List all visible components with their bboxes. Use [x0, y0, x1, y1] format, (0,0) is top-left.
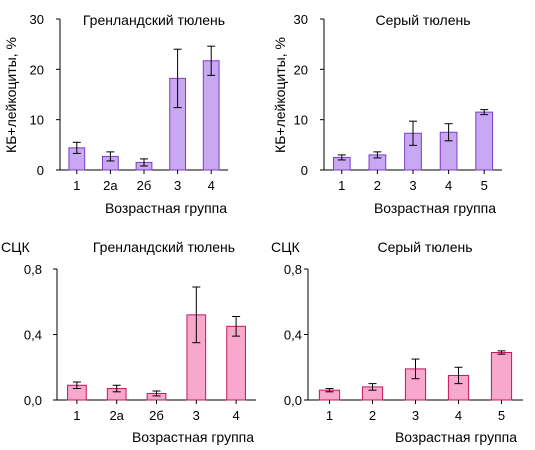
x-tick-label: 1 — [326, 408, 333, 423]
x-tick-label: 4 — [208, 178, 215, 193]
y-axis-label: СЦК — [271, 239, 300, 255]
x-tick-label: 2б — [137, 178, 152, 193]
chart-title: Серый тюлень — [377, 239, 472, 255]
chart-panel-1: 0 10 20 30 1 2а 2б 3 4 Гренландский тюлень Возраст… — [3, 12, 228, 216]
x-axis-label: Возрастная группа — [395, 429, 517, 445]
x-tick-label: 1 — [73, 178, 80, 193]
x-tick-label: 3 — [193, 408, 200, 423]
y-tick-label: 0 — [301, 163, 308, 178]
x-tick-label: 1 — [338, 178, 345, 193]
bar — [475, 111, 494, 171]
x-tick-label: 3 — [412, 408, 419, 423]
x-tick-label: 2 — [374, 178, 381, 193]
bar — [490, 352, 513, 401]
chart-panel-4: 0,0 0,4 0,8 1 2 3 4 5 Серый тюлень Возрастная гру… — [271, 239, 523, 445]
x-tick-label: 4 — [455, 408, 462, 423]
y-tick-label: 0,0 — [24, 393, 42, 408]
x-tick-label: 4 — [445, 178, 452, 193]
y-tick-label: 0 — [37, 163, 44, 178]
y-tick-label: 20 — [294, 62, 308, 77]
y-tick-label: 0,4 — [24, 328, 42, 343]
x-axis-label: Возрастная группа — [105, 200, 227, 216]
y-axis-label: СЦК — [1, 239, 30, 255]
y-tick-label: 20 — [30, 62, 44, 77]
y-tick-label: 30 — [30, 12, 44, 27]
y-tick-label: 10 — [294, 113, 308, 128]
chart-title: Гренландский тюлень — [83, 12, 225, 28]
x-tick-label: 3 — [409, 178, 416, 193]
bar — [226, 325, 246, 401]
x-tick-label: 2б — [149, 408, 164, 423]
x-tick-label: 2а — [103, 178, 118, 193]
y-tick-label: 0,4 — [284, 328, 302, 343]
x-axis-label: Возрастная группа — [374, 200, 496, 216]
bar — [202, 60, 220, 171]
y-tick-label: 0,0 — [284, 393, 302, 408]
y-tick-label: 10 — [30, 113, 44, 128]
x-tick-label: 2а — [109, 408, 124, 423]
chart-panel-3: 0,0 0,4 0,8 1 2а 2б 3 4 Гренландский тюлень Возра… — [1, 239, 256, 445]
y-tick-label: 0,8 — [284, 262, 302, 277]
x-tick-label: 3 — [174, 178, 181, 193]
y-tick-label: 30 — [294, 12, 308, 27]
chart-title: Серый тюлень — [375, 12, 470, 28]
y-axis-label: КБ+лейкоциты, % — [272, 37, 288, 153]
x-axis-label: Возрастная группа — [132, 429, 254, 445]
x-tick-label: 5 — [498, 408, 505, 423]
y-axis-label: КБ+лейкоциты, % — [3, 37, 19, 153]
y-tick-label: 0,8 — [24, 262, 42, 277]
x-tick-label: 4 — [232, 408, 239, 423]
x-tick-label: 5 — [481, 178, 488, 193]
x-tick-label: 2 — [369, 408, 376, 423]
x-tick-label: 1 — [73, 408, 80, 423]
chart-panel-2: 0 10 20 30 1 2 3 4 5 Серый тюлень Возрастная групп… — [272, 12, 502, 216]
chart-title: Гренландский тюлень — [93, 239, 235, 255]
